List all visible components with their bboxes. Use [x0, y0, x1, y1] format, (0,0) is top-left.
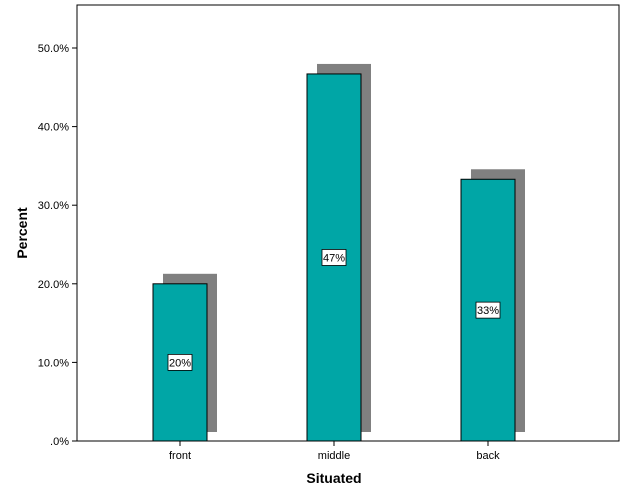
data-label: 47% — [323, 252, 345, 264]
x-tick-label: back — [476, 450, 500, 462]
data-label-box — [475, 301, 501, 319]
data-label-box — [167, 353, 193, 371]
x-axis-title: Situated — [306, 470, 361, 486]
y-tick-label: 30.0% — [38, 200, 69, 212]
bars-layer: 20% 47% 33% — [152, 63, 525, 442]
y-tick-label: 50.0% — [38, 43, 69, 55]
data-label: 33% — [477, 305, 499, 317]
y-tick-label: 20.0% — [38, 279, 69, 291]
y-tick-label: .0% — [50, 436, 69, 448]
x-axis: front middle back — [169, 441, 500, 462]
data-label-box — [321, 249, 347, 266]
y-tick-label: 10.0% — [38, 357, 69, 369]
y-axis: .0% 10.0% 20.0% 30.0% 40.0% 50.0% — [38, 43, 77, 448]
data-label: 20% — [169, 357, 191, 369]
x-tick-label: front — [169, 450, 191, 462]
y-axis-title: Percent — [14, 207, 30, 259]
x-tick-label: middle — [318, 450, 350, 462]
y-tick-label: 40.0% — [38, 122, 69, 134]
